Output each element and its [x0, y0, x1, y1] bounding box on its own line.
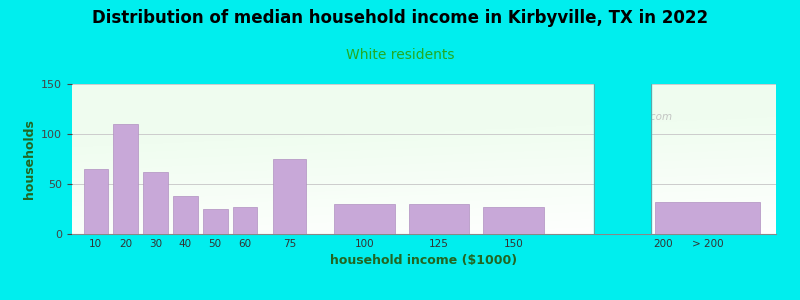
Text: White residents: White residents — [346, 48, 454, 62]
Bar — [114, 124, 138, 234]
Bar — [655, 202, 759, 234]
Bar — [334, 204, 394, 234]
Bar — [594, 74, 650, 234]
Bar — [83, 169, 108, 234]
Bar — [233, 207, 258, 234]
Bar — [143, 172, 168, 234]
Text: Distribution of median household income in Kirbyville, TX in 2022: Distribution of median household income … — [92, 9, 708, 27]
X-axis label: household income ($1000): household income ($1000) — [330, 254, 518, 267]
Text: City-Data.com: City-Data.com — [598, 112, 672, 122]
Bar — [483, 207, 544, 234]
Y-axis label: households: households — [22, 119, 36, 199]
Bar — [203, 209, 227, 234]
Bar — [173, 196, 198, 234]
Bar — [409, 204, 469, 234]
Bar — [274, 159, 306, 234]
